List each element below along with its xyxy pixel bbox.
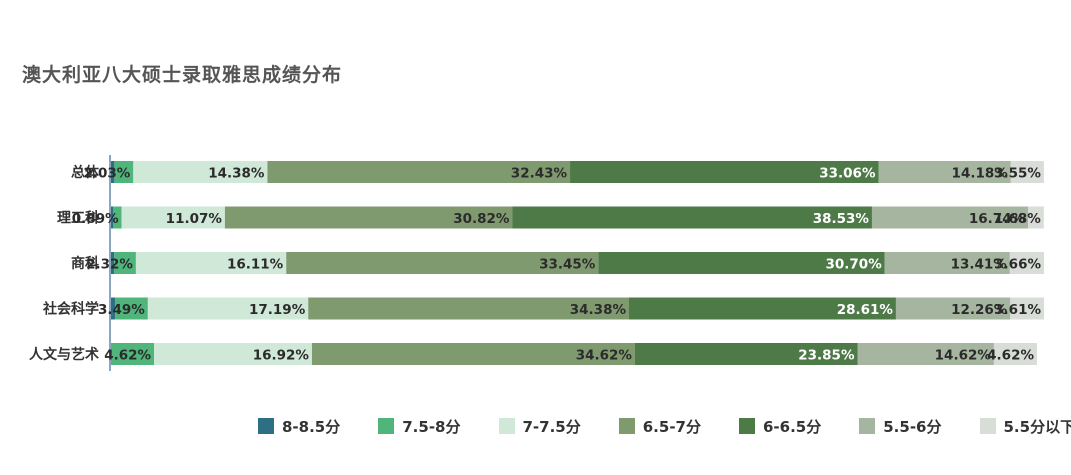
chart-title: 澳大利亚八大硕士录取雅思成绩分布 (22, 64, 343, 86)
bar-segment (114, 252, 136, 274)
legend-item: 6.5-7分 (618, 416, 701, 437)
data-label: 3.49% (98, 302, 145, 318)
data-label: 3.66% (994, 257, 1041, 273)
bar-segment (857, 343, 994, 365)
bar-segment (871, 206, 1029, 229)
bar-segment (1009, 252, 1044, 274)
bar-segment (629, 297, 896, 320)
bar-segment (115, 297, 148, 320)
legend-label: 6-6.5分 (763, 417, 822, 436)
bar-segment (311, 343, 635, 365)
data-label: 4.62% (987, 348, 1034, 364)
category-label: 社会科学 (42, 301, 99, 318)
bar-segment (884, 252, 1010, 274)
bar-segment (133, 161, 268, 183)
data-label: 0.89% (72, 211, 119, 227)
data-label: 1.68% (994, 211, 1041, 227)
legend: 8-8.5分 7.5-8分 7-7.5分 6.5-7分 6-6.5分 5.5-6分 5.5分… (258, 414, 1071, 438)
bar-segment (286, 252, 599, 274)
bar-segment (878, 161, 1011, 183)
data-label: 16.11% (227, 257, 284, 273)
category-label: 理工科 (57, 210, 99, 227)
legend-swatch (378, 418, 395, 434)
data-label: 32.43% (511, 166, 568, 182)
bar-segment (598, 252, 885, 274)
legend-item: 5.5分以下 (979, 416, 1071, 437)
legend-swatch (739, 418, 755, 434)
data-label: 16.74% (969, 211, 1026, 227)
data-label: 14.62% (935, 348, 992, 364)
bar-segment (114, 161, 134, 183)
stacked-bar-chart: 总体2.03% 14.38% 32.43% 33.06% 14.18%3.55% 理工科0… (29, 155, 1044, 371)
legend-label: 5.5-6分 (883, 417, 942, 436)
category-label: 商科 (71, 255, 99, 272)
data-label: 28.61% (837, 302, 894, 318)
bar-segment (570, 161, 879, 183)
data-label: 16.92% (253, 348, 310, 364)
bar-segment (135, 252, 287, 274)
data-label: 14.18% (952, 166, 1009, 182)
data-label: 17.19% (249, 302, 306, 318)
bar-segment (224, 206, 513, 229)
data-label: 2.03% (83, 166, 130, 182)
legend-item: 8-8.5分 (258, 416, 340, 437)
bar-segment (1010, 297, 1044, 320)
data-label: 33.45% (539, 257, 596, 273)
legend-label: 7.5-8分 (402, 417, 461, 436)
bar-segment (1010, 161, 1044, 183)
bar-segment (1028, 206, 1044, 229)
bar-segment (308, 297, 630, 320)
data-label: 3.61% (994, 302, 1041, 318)
data-label: 34.38% (570, 302, 627, 318)
legend-label: 8-8.5分 (282, 417, 341, 436)
bar-segment (993, 343, 1038, 365)
bar-segment (111, 161, 115, 183)
data-label: 34.62% (576, 348, 633, 364)
data-label: 3.55% (994, 166, 1041, 182)
data-label: 2.32% (86, 257, 133, 273)
bar-segment (895, 297, 1011, 320)
data-label: 30.82% (453, 211, 510, 227)
bar-segment (111, 297, 116, 320)
legend-swatch (258, 418, 274, 434)
category-label: 总体 (71, 164, 100, 181)
legend-swatch (498, 418, 515, 434)
bar-segment (111, 252, 115, 274)
bar-segment (121, 206, 225, 229)
legend-item: 7.5-8分 (378, 416, 461, 437)
legend-label: 6.5-7分 (642, 417, 701, 436)
data-label: 13.41% (951, 257, 1008, 273)
legend-label: 5.5分以下 (1003, 417, 1071, 436)
data-label: 30.70% (826, 257, 883, 273)
bar-segment (154, 343, 312, 365)
data-label: 12.26% (951, 302, 1008, 318)
category-label: 人文与艺术 (29, 346, 99, 363)
legend-swatch (979, 418, 996, 434)
data-label: 11.07% (166, 211, 223, 227)
data-label: 38.53% (813, 211, 870, 227)
legend-item: 7-7.5分 (498, 416, 581, 437)
data-label: 14.38% (208, 166, 265, 182)
data-label: 23.85% (798, 348, 855, 364)
legend-item: 5.5-6分 (859, 416, 942, 437)
bar-segment (634, 343, 858, 365)
bar-segment (512, 206, 872, 229)
legend-item: 6-6.5分 (739, 416, 821, 437)
bar-segment (111, 206, 114, 229)
legend-swatch (618, 418, 635, 434)
bar-segment (147, 297, 309, 320)
legend-label: 7-7.5分 (522, 417, 581, 436)
bar-segment (111, 343, 155, 365)
bar-segment (113, 206, 122, 229)
bar-segment (267, 161, 571, 183)
legend-swatch (859, 418, 876, 434)
data-label: 33.06% (819, 166, 876, 182)
data-label: 4.62% (104, 348, 151, 364)
